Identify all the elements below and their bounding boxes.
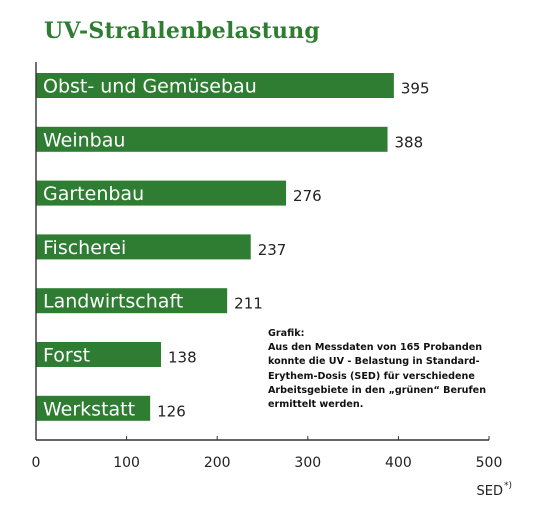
annotation-line: Grafik:: [268, 328, 305, 339]
chart-title: UV-Strahlenbelastung: [44, 18, 320, 44]
x-axis: 0 100 200 300 400 500 SED *): [32, 62, 512, 499]
bar: [36, 180, 287, 206]
annotation-line: Erythem-Dosis (SED) für verschiedene: [268, 370, 475, 382]
bar-value-label: 395: [401, 80, 430, 98]
annotation-line: ermittelt werden.: [268, 399, 364, 411]
bar-group: Obst- und Gemüsebau 395: [36, 73, 430, 98]
bar: [36, 288, 228, 314]
bar: [36, 126, 388, 152]
x-axis-unit-label: SED: [477, 484, 503, 499]
bar-category-label: Gartenbau: [43, 183, 144, 205]
bar-category-label: Weinbau: [43, 129, 125, 151]
annotation-line: konnte die UV - Belastung in Standard-: [268, 356, 480, 368]
x-tick-label: 200: [204, 455, 231, 471]
bar-group: Landwirtschaft 211: [36, 288, 263, 314]
chart-annotation: Grafik: Aus den Messdaten von 165 Proband…: [268, 327, 498, 412]
bar-group: Fischerei 237: [36, 234, 287, 260]
bar-group: Gartenbau 276: [36, 180, 322, 206]
bar: [36, 395, 151, 421]
x-axis-unit-superscript: *): [504, 481, 512, 491]
bar-category-label: Obst- und Gemüsebau: [43, 76, 257, 98]
bar-value-label: 138: [168, 349, 197, 367]
bar-category-label: Werkstatt: [43, 398, 135, 420]
bar-category-label: Landwirtschaft: [43, 291, 183, 313]
bar: [36, 342, 162, 367]
bar-value-label: 388: [395, 133, 424, 151]
x-tick-label: 400: [385, 455, 412, 471]
bar-group: Forst 138: [36, 342, 197, 367]
bars-layer: Obst- und Gemüsebau 395 Weinbau 388 Gartenba…: [36, 73, 430, 421]
bar: [36, 234, 251, 260]
x-tick-label: 500: [476, 455, 503, 471]
bar: [36, 73, 394, 98]
bar-group: Werkstatt 126: [36, 395, 186, 421]
x-tick-label: 0: [32, 455, 41, 471]
annotation-line: Arbeitsgebiete in den „grünen“ Berufen: [268, 384, 487, 396]
bar-group: Weinbau 388: [36, 126, 424, 152]
x-tick-label: 100: [113, 455, 140, 471]
bar-value-label: 237: [258, 241, 287, 259]
bar-value-label: 276: [293, 187, 322, 205]
bar-category-label: Forst: [43, 345, 90, 367]
bar-value-label: 211: [234, 295, 263, 313]
bar-category-label: Fischerei: [43, 237, 126, 259]
annotation-line: Aus den Messdaten von 165 Probanden: [268, 342, 483, 354]
bar-value-label: 126: [157, 402, 186, 420]
x-tick-label: 300: [294, 455, 321, 471]
